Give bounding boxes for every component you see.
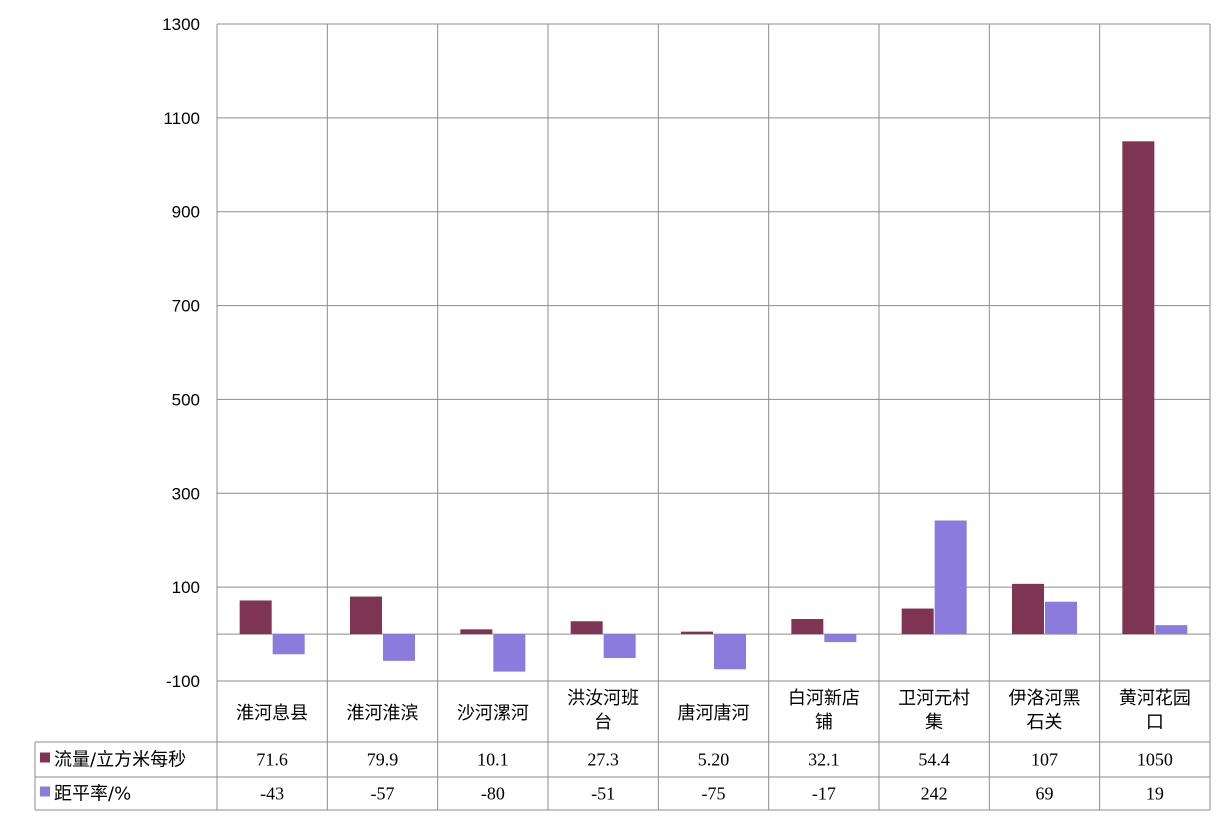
data-table-cell: 107 [1031, 750, 1058, 770]
bar [934, 520, 967, 635]
category-label: 淮河淮滨 [347, 703, 419, 724]
data-table-cell: -80 [481, 784, 505, 804]
data-table-cell: 19 [1146, 784, 1164, 804]
bar [239, 600, 272, 635]
data-table-cell: 1050 [1137, 750, 1173, 770]
bars [239, 141, 1188, 672]
y-tick-label: 900 [172, 203, 200, 222]
category-label: 洪汝河班台 [567, 688, 639, 733]
legend-label: 流量/立方米每秒 [54, 750, 186, 771]
bar [1012, 583, 1044, 635]
y-tick-label: -100 [166, 672, 200, 691]
category-label: 淮河息县 [236, 703, 308, 724]
bar [714, 634, 746, 670]
bar [603, 634, 636, 659]
data-table-cell: 54.4 [918, 750, 950, 770]
bar [824, 634, 857, 643]
legend-swatch [40, 752, 50, 763]
bar [791, 619, 824, 635]
category-label: 唐河唐河 [678, 703, 750, 724]
data-table-cell: 27.3 [587, 750, 619, 770]
category-label: 伊洛河黑石关 [1009, 688, 1081, 733]
y-tick-label: 300 [172, 484, 200, 503]
data-table-cell: 32.1 [808, 750, 840, 770]
data-table-cell: -43 [260, 784, 284, 804]
y-tick-label: 1300 [162, 15, 200, 34]
gridlines [216, 23, 1211, 810]
data-table-cell: 69 [1036, 784, 1054, 804]
bar [570, 621, 603, 635]
bar [1122, 141, 1155, 635]
data-table-cell: -51 [591, 784, 615, 804]
bar [493, 634, 526, 672]
legend-label: 距平率/% [54, 784, 131, 805]
data-table-cell: 242 [921, 784, 948, 804]
data-table-cell: 79.9 [367, 750, 399, 770]
data-table-cell: -17 [812, 784, 836, 804]
bar [681, 631, 713, 635]
data-table: 流量/立方米每秒 71.6 79.9 10.1 27.3 5.20 32.1 54.4 107 1… [34, 741, 1210, 811]
bar [1045, 601, 1077, 635]
y-tick-label: 1100 [163, 109, 200, 128]
bar [350, 596, 382, 635]
bar [901, 608, 934, 635]
bar [1155, 625, 1188, 635]
category-label: 沙河漯河 [457, 703, 529, 724]
data-table-cell: 5.20 [698, 750, 730, 770]
data-table-cell: 71.6 [256, 750, 288, 770]
category-label: 白河新店铺 [788, 688, 860, 733]
category-label: 卫河元村集 [898, 688, 970, 733]
bar [383, 634, 415, 661]
y-tick-label: 100 [172, 578, 200, 597]
data-table-cell: 10.1 [477, 750, 509, 770]
bar [460, 629, 493, 635]
y-axis-ticks: -100 100 300 500 700 900 1100 1300 [162, 15, 200, 691]
legend-swatch [40, 786, 50, 797]
y-tick-label: 700 [172, 297, 200, 316]
data-table-cell: -57 [371, 784, 395, 804]
y-tick-label: 500 [172, 390, 200, 409]
bar [272, 634, 305, 655]
category-labels: 淮河息县 淮河淮滨 沙河漯河 洪汝河班台 唐河唐河 白河新店铺卫河元村集伊洛河黑石关黄河花… [236, 688, 1191, 733]
data-table-cell: -75 [702, 784, 726, 804]
category-label: 黄河花园口 [1119, 688, 1191, 733]
